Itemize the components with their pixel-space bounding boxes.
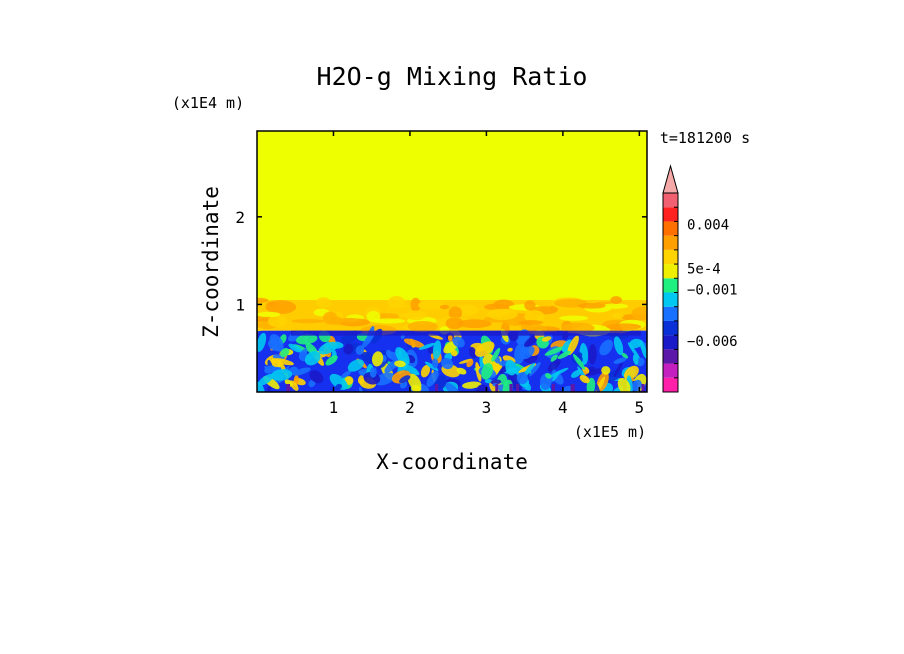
y-axis-label: Z-coordinate [199,186,223,338]
colorbar-level [663,363,678,378]
colorbar-label: 5e-4 [687,261,721,277]
x-tick-label: 4 [558,398,568,417]
colorbar-level [663,235,678,250]
y-tick-label: 2 [235,208,245,227]
plot-frame [256,130,648,393]
layer-upper [257,131,647,301]
colorbar-label: −0.001 [687,283,738,299]
colorbar-label: −0.006 [687,334,738,350]
colorbar: 0.004 5e-4 −0.001 −0.006 [662,164,738,393]
colorbar-level [663,292,678,307]
x-tick-label: 2 [405,398,415,417]
colorbar-level [663,278,678,293]
time-label: t=181200 s [660,129,750,147]
y-axis: 12 [235,208,647,314]
colorbar-level [663,349,678,364]
colorbar-level [663,193,678,208]
x-tick-label: 5 [635,398,645,417]
colorbar-level [663,306,678,321]
x-axis: 1 2 3 4 5 [329,131,645,417]
x-axis-label: X-coordinate [376,450,528,474]
colorbar-label: 0.004 [687,217,729,233]
colorbar-extend-arrow [662,164,679,194]
colorbar-level [663,335,678,350]
x-tick-label: 1 [329,398,339,417]
contour-field [257,131,647,392]
colorbar-level [663,207,678,222]
x-tick-label: 3 [482,398,492,417]
colorbar-level [663,320,678,336]
colorbar-level [663,377,678,392]
colorbar-level [663,264,678,279]
chart-title: H2O-g Mixing Ratio [317,62,588,91]
colorbar-level [663,221,678,236]
y-scale-label: (x1E4 m) [172,94,244,112]
y-tick-label: 1 [235,295,245,314]
x-scale-label: (x1E5 m) [574,423,646,441]
colorbar-level [663,249,678,265]
